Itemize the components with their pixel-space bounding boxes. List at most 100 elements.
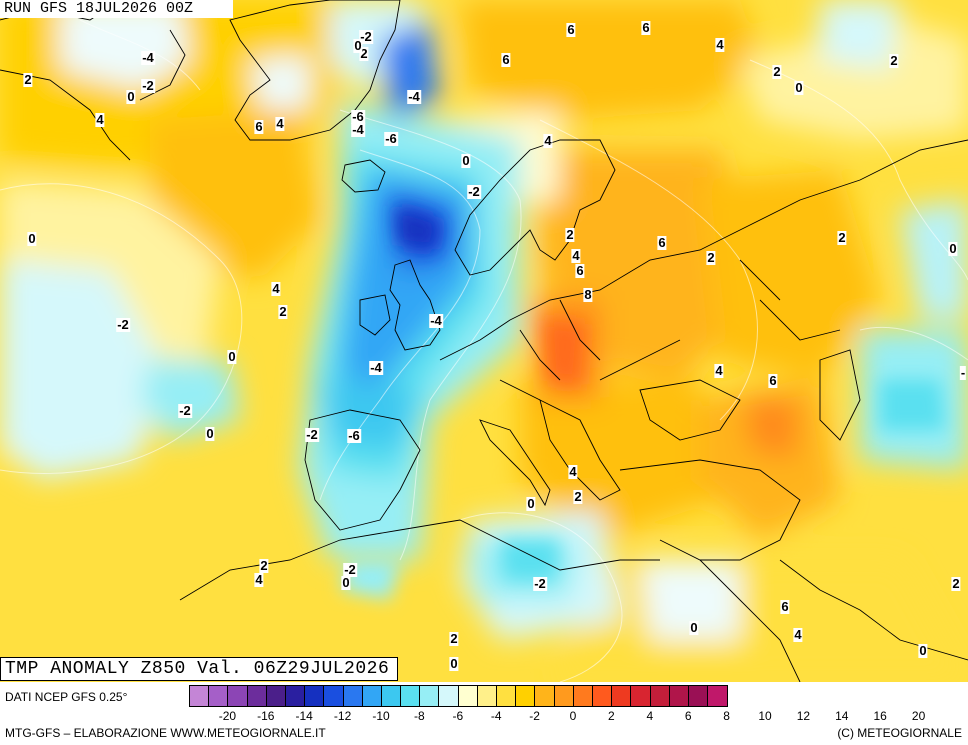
scale-tick-label: -16 xyxy=(257,709,275,723)
scale-tick-label: -10 xyxy=(372,709,390,723)
contour-label: 4 xyxy=(715,37,725,52)
contour-label: 2 xyxy=(259,558,269,573)
contour-label: 4 xyxy=(543,133,553,148)
contour-label: 0 xyxy=(948,241,958,256)
contour-label: 0 xyxy=(341,575,351,590)
scale-tick-label: -20 xyxy=(218,709,237,723)
color-swatch xyxy=(381,686,402,706)
scale-tick-label: -2 xyxy=(529,709,540,723)
color-swatch xyxy=(612,686,632,706)
color-swatch xyxy=(650,686,670,706)
map-title: TMP ANOMALY Z850 Val. 06Z29JUL2026 xyxy=(0,657,399,681)
color-swatch xyxy=(592,686,613,706)
color-swatch xyxy=(266,686,286,706)
contour-label: -2 xyxy=(141,78,155,93)
scale-tick-label: 8 xyxy=(723,709,730,723)
contour-label: 0 xyxy=(461,153,471,168)
data-source-label: DATI NCEP GFS 0.25° xyxy=(5,690,128,704)
contour-label: 2 xyxy=(359,46,369,61)
color-swatch xyxy=(324,686,344,706)
contour-label: -4 xyxy=(141,50,155,65)
scale-tick-label: 12 xyxy=(796,709,811,723)
scale-tick-label: -14 xyxy=(295,709,313,723)
color-swatch xyxy=(343,686,363,706)
contour-label: - xyxy=(959,365,967,380)
contour-label: -4 xyxy=(351,122,365,137)
contour-label: 6 xyxy=(566,22,576,37)
contour-label: 6 xyxy=(254,119,264,134)
contour-label: 0 xyxy=(918,643,928,658)
contour-label: 4 xyxy=(95,112,105,127)
color-swatch xyxy=(458,686,478,706)
contour-label: 4 xyxy=(271,281,281,296)
anomaly-map: 2 -4 -2 0 4 6 4 -2 2 0 -4 -6 -4 -6 6 6 6 4 2 0 2 4 0 -2 0 2 4 6 8 6 2 2… xyxy=(0,0,968,682)
color-swatch xyxy=(190,686,210,706)
scale-tick-label: -6 xyxy=(452,709,464,723)
color-swatch xyxy=(477,686,497,706)
contour-label: 2 xyxy=(565,227,575,242)
color-swatch xyxy=(209,686,229,706)
contour-label: 6 xyxy=(641,20,651,35)
color-swatch xyxy=(285,686,306,706)
contour-label: 0 xyxy=(205,426,215,441)
color-swatch xyxy=(688,686,709,706)
credit-label: MTG-GFS – ELABORAZIONE WWW.METEOGIORNALE… xyxy=(5,726,326,740)
contour-label: -2 xyxy=(178,403,192,418)
contour-label: 0 xyxy=(126,89,136,104)
scale-tick-label: 14 xyxy=(835,709,849,723)
scale-tick-label: -8 xyxy=(414,709,425,723)
scale-tick-label: -12 xyxy=(333,709,352,723)
color-scale xyxy=(189,685,729,707)
scale-tick-label: 16 xyxy=(873,709,887,723)
scale-tick-label: 10 xyxy=(758,709,772,723)
contour-label: 4 xyxy=(275,116,285,131)
contour-label: -2 xyxy=(533,576,547,591)
scale-tick-label: 2 xyxy=(608,709,615,723)
contour-label: -4 xyxy=(429,313,443,328)
contour-label: 0 xyxy=(449,656,459,671)
contour-label: -2 xyxy=(343,562,357,577)
contour-label: 4 xyxy=(254,572,264,587)
contour-label: 0 xyxy=(794,80,804,95)
contour-label: 6 xyxy=(501,52,511,67)
color-swatch xyxy=(669,686,689,706)
contour-label: -2 xyxy=(467,184,481,199)
contour-label: 2 xyxy=(23,72,33,87)
contour-label: 4 xyxy=(793,627,803,642)
color-swatch xyxy=(516,686,536,706)
contour-label: 2 xyxy=(889,53,899,68)
color-swatch xyxy=(439,686,459,706)
contour-label: 6 xyxy=(575,263,585,278)
color-swatch xyxy=(573,686,593,706)
scale-tick-label: 4 xyxy=(646,709,654,723)
contour-label: 0 xyxy=(27,231,37,246)
contour-label: 4 xyxy=(714,363,724,378)
color-swatch xyxy=(497,686,517,706)
legend-footer: DATI NCEP GFS 0.25° -20 -16 -14 -12 -10 -8 -6-… xyxy=(0,682,968,745)
contour-label: -6 xyxy=(384,131,398,146)
contour-label: 2 xyxy=(573,489,583,504)
contour-label: -2 xyxy=(116,317,130,332)
map-canvas xyxy=(0,0,968,682)
color-swatch xyxy=(228,686,248,706)
color-swatch xyxy=(247,686,267,706)
contour-label: 2 xyxy=(706,250,716,265)
contour-label: 2 xyxy=(278,304,288,319)
contour-label: -2 xyxy=(305,427,319,442)
copyright-label: (C) METEOGIORNALE xyxy=(837,726,962,740)
color-swatch xyxy=(554,686,574,706)
scale-tick-label: 6 xyxy=(684,709,692,723)
scale-tick-label: -4 xyxy=(490,709,502,723)
color-swatch xyxy=(631,686,651,706)
contour-label: 0 xyxy=(227,349,237,364)
contour-label: 6 xyxy=(780,599,790,614)
contour-label: 6 xyxy=(657,235,667,250)
color-swatch xyxy=(420,686,440,706)
color-swatch xyxy=(362,686,382,706)
scale-tick-label: 0 xyxy=(569,709,577,723)
contour-label: -6 xyxy=(347,428,361,443)
contour-label: -4 xyxy=(407,89,421,104)
color-swatch xyxy=(305,686,325,706)
contour-lines xyxy=(0,19,968,682)
contour-label: 2 xyxy=(772,64,782,79)
